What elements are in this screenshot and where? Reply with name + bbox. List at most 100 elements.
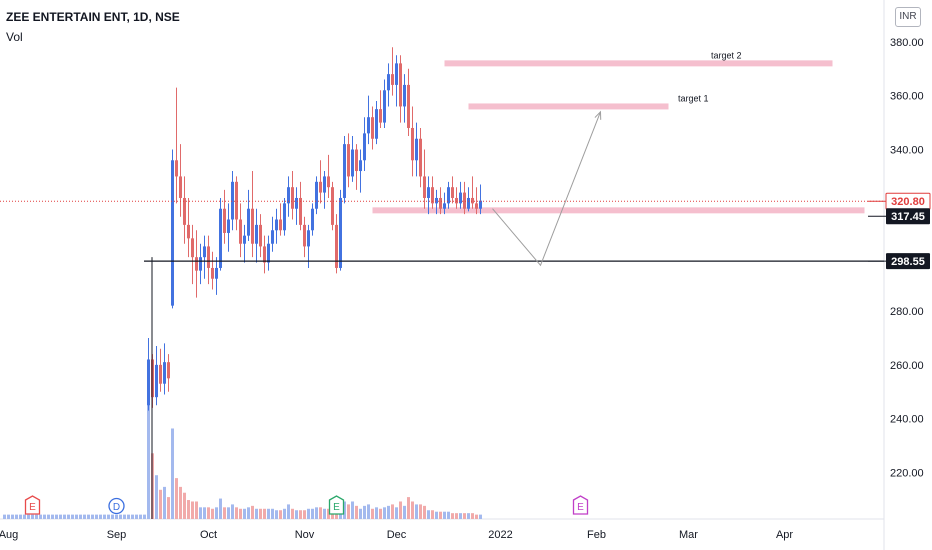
candle-body [247,208,250,236]
volume-bar [451,513,454,519]
volume-bar [219,498,222,519]
earnings-marker[interactable] [328,495,345,515]
currency-button[interactable]: INR [895,7,921,27]
volume-bar [319,507,322,519]
event-letter: E [333,502,340,513]
volume-bar [203,507,206,519]
volume-bar [235,507,238,519]
candle-body [263,246,266,263]
volume-bar [183,492,186,519]
volume-bar [419,504,422,519]
price-badge-value: 320.80 [891,196,925,208]
chart-title: ZEE ENTERTAIN ENT, 1D, NSE [6,10,180,24]
zone-label: target 2 [711,50,742,60]
candle-body [383,90,386,123]
target-zone[interactable] [468,103,669,110]
candle-body [451,187,454,198]
drawing-lines[interactable] [0,110,884,519]
price-tick-label: 260.00 [890,360,924,372]
time-axis[interactable]: Aug Sep Oct Nov Dec 2022 Feb Mar Apr [0,529,793,541]
price-tick-label: 220.00 [890,468,924,480]
volume-bar [67,514,70,519]
time-tick-label: Apr [776,529,793,541]
volume-bar [283,508,286,519]
volume-bar [231,504,234,519]
drawing-zones[interactable]: target 2 target 1 [372,50,865,214]
candle-body [335,224,338,268]
volume-bar [411,501,414,519]
volume-indicator-label[interactable]: Vol [6,30,23,44]
volume-bar [159,489,162,519]
earnings-marker[interactable] [24,495,41,515]
volume-bar [51,514,54,519]
candle-body [195,257,198,271]
volume-bar [251,505,254,519]
volume-bar [119,514,122,519]
candle-body [163,362,166,384]
price-badge [886,253,930,270]
volume-bar [239,508,242,519]
candle-body [387,74,390,91]
price-badge [886,208,930,225]
candle-body [155,364,158,398]
candle-body [303,224,306,247]
dividend-marker[interactable] [108,497,125,515]
volume-bar [307,508,310,519]
volume-bar [155,475,158,519]
volume-bar [367,504,370,519]
volume-bar [35,514,38,519]
volume-bar [207,507,210,519]
candle-body [319,181,322,193]
candle-body [199,257,202,271]
candle-body [175,160,178,177]
candle-body [327,176,330,188]
candlestick-series [147,47,482,411]
volume-bar [115,514,118,519]
volume-bar [63,514,66,519]
volume-bar [179,486,182,519]
candle-body [351,149,354,177]
candle-body [227,219,230,233]
target-zone[interactable] [444,60,833,67]
candle-body [343,144,346,198]
volume-bar [19,514,22,519]
volume-bar [371,508,374,519]
candle-body [371,117,374,139]
volume-bar [291,508,294,519]
volume-bar [463,513,466,519]
volume-bar [403,505,406,519]
candle-body [231,181,234,220]
volume-bar [39,514,42,519]
volume-bar [259,508,262,519]
time-tick-label: 2022 [488,529,512,541]
volume-bar [83,514,86,519]
volume-bar [423,505,426,519]
price-badges: 320.80 317.45 298.55 [868,192,931,270]
volume-bar [279,510,282,519]
volume-bar [391,504,394,519]
volume-bar [267,508,270,519]
price-tick-label: 280.00 [890,306,924,318]
candle-body [459,192,462,204]
target-zone[interactable] [372,207,865,214]
volume-bar [447,511,450,519]
candle-body [251,208,254,244]
candle-body [347,144,350,177]
earnings-marker[interactable] [572,495,589,515]
price-badge-value: 298.55 [891,256,925,268]
projection-path[interactable] [492,111,601,267]
candle-body [147,359,150,406]
candle-body [435,197,438,204]
volume-bar [275,510,278,519]
time-tick-label: Mar [679,529,698,541]
price-badge-value: 317.45 [891,211,925,223]
volume-bar [191,501,194,519]
volume-bar [271,508,274,519]
time-tick-label: Feb [587,529,606,541]
candle-body [307,230,310,247]
candle-body [423,176,426,198]
volume-bar [195,501,198,519]
volume-bar [311,508,314,519]
